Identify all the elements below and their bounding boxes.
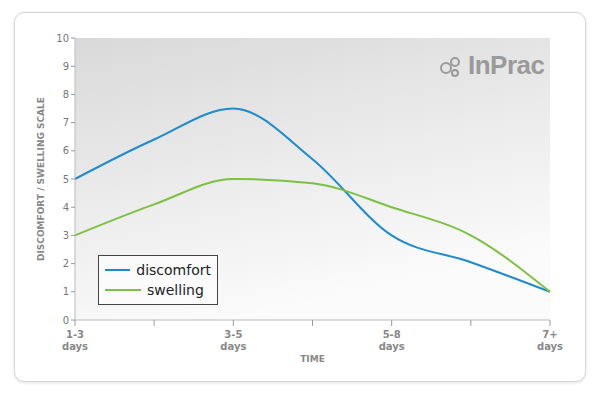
svg-text:7: 7 xyxy=(63,117,69,128)
svg-text:days: days xyxy=(379,341,405,352)
svg-text:4: 4 xyxy=(63,202,69,213)
svg-text:TIME: TIME xyxy=(300,354,325,364)
html-text:swelling: swelling xyxy=(147,282,204,298)
svg-text:0: 0 xyxy=(63,315,69,326)
svg-text:5-8: 5-8 xyxy=(383,329,401,340)
svg-text:DISCOMFORT / SWELLING SCALE: DISCOMFORT / SWELLING SCALE xyxy=(36,97,46,261)
svg-text:days: days xyxy=(537,341,563,352)
svg-text:3-5: 3-5 xyxy=(224,329,242,340)
svg-text:7+: 7+ xyxy=(542,329,557,340)
svg-text:6: 6 xyxy=(63,145,69,156)
svg-text:1: 1 xyxy=(63,286,69,297)
svg-text:days: days xyxy=(62,341,88,352)
svg-text:8: 8 xyxy=(63,89,69,100)
svg-text:10: 10 xyxy=(56,33,69,44)
html-text:discomfort: discomfort xyxy=(136,262,211,278)
svg-text:1-3: 1-3 xyxy=(66,329,84,340)
svg-text:days: days xyxy=(220,341,246,352)
html-text:InPrac: InPrac xyxy=(468,50,545,80)
svg-text:5: 5 xyxy=(63,174,69,185)
svg-text:9: 9 xyxy=(63,61,69,72)
svg-text:2: 2 xyxy=(63,258,69,269)
svg-text:3: 3 xyxy=(63,230,69,241)
